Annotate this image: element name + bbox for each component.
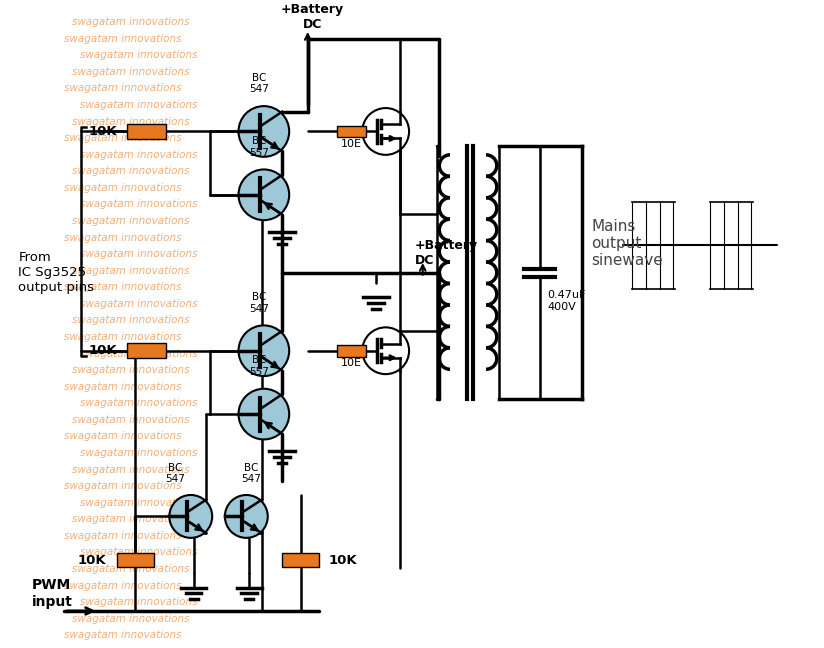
Text: PWM
input: PWM input (32, 578, 73, 608)
Circle shape (238, 389, 289, 439)
Text: swagatam innovations: swagatam innovations (80, 597, 197, 607)
Text: swagatam innovations: swagatam innovations (72, 415, 190, 425)
Text: swagatam innovations: swagatam innovations (64, 631, 181, 640)
Text: swagatam innovations: swagatam innovations (64, 382, 181, 392)
Text: swagatam innovations: swagatam innovations (80, 349, 197, 358)
Text: swagatam innovations: swagatam innovations (72, 515, 190, 524)
Circle shape (238, 170, 289, 220)
Text: 10K: 10K (89, 344, 118, 357)
Text: swagatam innovations: swagatam innovations (80, 100, 197, 110)
Bar (117, 553, 154, 567)
Text: swagatam innovations: swagatam innovations (80, 548, 197, 557)
Text: BC
547: BC 547 (241, 463, 261, 484)
Text: swagatam innovations: swagatam innovations (64, 84, 181, 93)
Text: 10E: 10E (341, 358, 362, 368)
Text: swagatam innovations: swagatam innovations (72, 117, 190, 126)
Text: swagatam innovations: swagatam innovations (80, 299, 197, 309)
Text: 10K: 10K (328, 554, 357, 567)
Text: BC
557: BC 557 (249, 356, 269, 377)
Circle shape (238, 106, 289, 157)
Text: swagatam innovations: swagatam innovations (72, 266, 190, 276)
Text: swagatam innovations: swagatam innovations (64, 332, 181, 342)
Text: Mains
output
sinewave: Mains output sinewave (592, 218, 663, 268)
Circle shape (363, 327, 409, 374)
Text: swagatam innovations: swagatam innovations (80, 200, 197, 209)
Text: swagatam innovations: swagatam innovations (64, 233, 181, 242)
Text: swagatam innovations: swagatam innovations (64, 283, 181, 292)
Text: swagatam innovations: swagatam innovations (64, 34, 181, 44)
Text: BC
547: BC 547 (249, 73, 269, 95)
Text: swagatam innovations: swagatam innovations (72, 316, 190, 325)
Text: From
IC Sg3525
output pins: From IC Sg3525 output pins (18, 251, 94, 294)
Text: 10K: 10K (77, 554, 106, 567)
Text: swagatam innovations: swagatam innovations (64, 432, 181, 441)
Text: swagatam innovations: swagatam innovations (80, 399, 197, 408)
Text: BC
547: BC 547 (249, 292, 269, 314)
Text: swagatam innovations: swagatam innovations (72, 465, 190, 474)
Text: BC
547: BC 547 (166, 463, 185, 484)
Text: swagatam innovations: swagatam innovations (80, 448, 197, 458)
Bar (337, 126, 366, 137)
Text: swagatam innovations: swagatam innovations (64, 581, 181, 590)
Text: swagatam innovations: swagatam innovations (80, 249, 197, 259)
Text: swagatam innovations: swagatam innovations (64, 133, 181, 143)
Text: swagatam innovations: swagatam innovations (72, 614, 190, 623)
Text: 10K: 10K (89, 125, 118, 138)
Text: swagatam innovations: swagatam innovations (80, 51, 197, 60)
Bar (337, 345, 366, 356)
Text: swagatam innovations: swagatam innovations (72, 564, 190, 574)
Text: swagatam innovations: swagatam innovations (72, 167, 190, 176)
Text: 10E: 10E (341, 139, 362, 149)
Text: +Battery
DC: +Battery DC (281, 3, 344, 31)
Text: swagatam innovations: swagatam innovations (72, 17, 190, 27)
Bar (128, 124, 166, 139)
Text: swagatam innovations: swagatam innovations (80, 150, 197, 160)
Text: swagatam innovations: swagatam innovations (72, 67, 190, 77)
Text: swagatam innovations: swagatam innovations (64, 531, 181, 541)
Text: swagatam innovations: swagatam innovations (80, 498, 197, 507)
Bar (128, 343, 166, 358)
Text: swagatam innovations: swagatam innovations (72, 216, 190, 226)
Text: 0.47uF
400V: 0.47uF 400V (547, 290, 586, 312)
Bar (283, 553, 320, 567)
Text: +Battery
DC: +Battery DC (415, 239, 478, 267)
Circle shape (238, 325, 289, 376)
Text: swagatam innovations: swagatam innovations (64, 481, 181, 491)
Text: swagatam innovations: swagatam innovations (64, 183, 181, 193)
Circle shape (363, 108, 409, 155)
Text: swagatam innovations: swagatam innovations (72, 365, 190, 375)
Text: BC
557: BC 557 (249, 136, 269, 157)
Circle shape (169, 495, 213, 538)
Circle shape (225, 495, 268, 538)
